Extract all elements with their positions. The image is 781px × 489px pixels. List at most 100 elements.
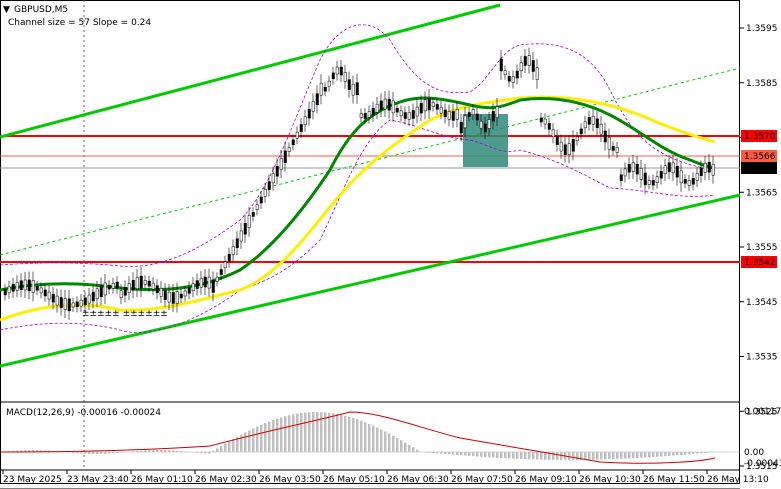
macd-bar — [456, 452, 459, 455]
macd-bar — [560, 452, 563, 460]
candle-body — [623, 168, 627, 177]
candle-body — [131, 280, 135, 291]
macd-bar — [480, 452, 483, 457]
candle-body — [47, 291, 51, 300]
macd-bar — [216, 448, 219, 452]
price-tick-label: 1.3565 — [746, 188, 778, 198]
macd-bar — [584, 452, 587, 460]
candle-body — [123, 287, 127, 296]
candle-body — [439, 106, 443, 114]
candle-body — [31, 280, 35, 293]
macd-bar — [508, 452, 511, 459]
macd-bar — [644, 452, 647, 458]
candle-body — [99, 285, 103, 298]
macd-bar — [348, 416, 351, 452]
macd-bar — [360, 420, 363, 452]
macd-bar — [204, 452, 207, 454]
macd-bar — [664, 452, 667, 457]
macd-bar — [588, 452, 591, 460]
macd-bar — [208, 452, 211, 454]
macd-bar — [228, 441, 231, 452]
main-plot-frame — [0, 0, 740, 484]
macd-bar — [236, 436, 239, 452]
price-marker-box — [741, 256, 777, 268]
candle-body — [115, 281, 119, 289]
candle-body — [515, 70, 519, 79]
macd-bar — [660, 452, 663, 457]
macd-bar — [460, 452, 463, 456]
dropdown-icon[interactable]: ▼ — [3, 5, 10, 15]
macd-bar — [260, 424, 263, 452]
macd-bar — [176, 450, 179, 452]
macd-bar — [316, 412, 319, 452]
macd-signal-line — [0, 411, 716, 464]
candle-body — [51, 293, 55, 303]
candle-body — [467, 112, 471, 117]
macd-bar — [496, 452, 499, 458]
macd-bar — [12, 450, 15, 452]
macd-bar — [544, 452, 547, 460]
candle-body — [567, 143, 571, 156]
macd-bar — [364, 422, 367, 452]
candle-body — [15, 281, 19, 291]
macd-bar — [408, 444, 411, 452]
macd-bar — [160, 450, 163, 452]
candle-body — [159, 288, 163, 297]
candle-body — [167, 291, 171, 303]
candle-body — [535, 67, 539, 81]
candle-body — [303, 116, 307, 126]
candle-body — [319, 82, 323, 96]
macd-bar — [596, 452, 599, 460]
candle-body — [107, 284, 111, 290]
candle-body — [143, 280, 147, 285]
candle-body — [335, 66, 339, 75]
macd-bar — [416, 449, 419, 452]
candle-body — [59, 297, 63, 308]
candle-body — [551, 129, 555, 138]
candle-body — [519, 62, 523, 72]
channel-upper-line — [0, 3, 501, 139]
candle-body — [651, 179, 655, 186]
macd-tick-zero: 0.00 — [744, 448, 764, 458]
candle-body — [579, 128, 583, 135]
macd-histogram — [4, 412, 715, 460]
candle-body — [343, 72, 347, 82]
candle-body — [403, 112, 407, 119]
candle-body — [27, 279, 31, 292]
candle-body — [527, 55, 531, 66]
time-label: 26 May 01:10 — [131, 475, 193, 485]
candle-body — [371, 107, 375, 116]
price-marker-box — [741, 162, 777, 174]
candle-body — [555, 136, 559, 145]
macd-bar — [392, 435, 395, 452]
candle-body — [339, 66, 343, 76]
candle-body — [199, 277, 203, 288]
candle-body — [243, 223, 247, 235]
macd-bar — [72, 452, 75, 453]
macd-bar — [344, 415, 347, 452]
time-label: 26 May 06:30 — [387, 475, 449, 485]
candle-body — [631, 162, 635, 172]
candle-body — [659, 170, 663, 179]
time-label: 26 May 09:10 — [515, 475, 577, 485]
time-label: 26 May 13:10 — [707, 475, 769, 485]
candle-body — [619, 174, 623, 181]
candle-body — [147, 280, 151, 287]
price-markers: 1.3570 1.3566 1.3563 1.3542 — [741, 130, 777, 268]
candle-body — [699, 167, 703, 176]
candle-body — [171, 292, 175, 304]
candle-body — [111, 282, 115, 289]
candle-body — [679, 170, 683, 184]
price-tick-label: 1.3585 — [746, 79, 778, 89]
macd-bar — [552, 452, 555, 460]
candle-body — [279, 158, 283, 170]
macd-bar — [80, 452, 83, 454]
candles — [3, 47, 715, 320]
macd-bar — [624, 452, 627, 459]
macd-bar — [300, 413, 303, 452]
macd-bar — [536, 452, 539, 460]
candle-body — [67, 298, 71, 312]
candle-body — [207, 276, 211, 289]
candle-body — [43, 289, 47, 297]
